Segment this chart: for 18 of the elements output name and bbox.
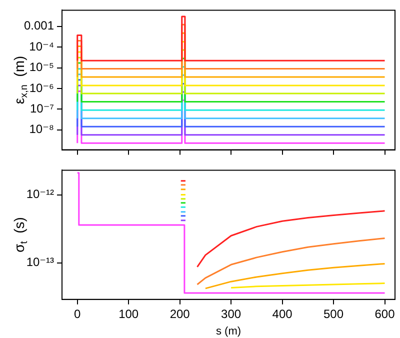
x-tick-label: 300 — [221, 306, 242, 321]
y-tick-label: 10⁻¹² — [26, 187, 54, 202]
x-tick-label: 200 — [170, 306, 190, 321]
x-tick-label: 600 — [374, 306, 396, 321]
x-tick-label: 100 — [118, 306, 139, 321]
y-tick-label: 10⁻¹³ — [26, 255, 54, 270]
y-tick-label: 10⁻⁶ — [29, 80, 54, 95]
y-axis-title: εx,n (m) — [10, 56, 30, 104]
y-tick-label: 0.001 — [24, 18, 54, 33]
x-tick-label: 0 — [74, 306, 82, 321]
x-axis-title: s (m) — [216, 325, 242, 338]
y-tick-label: 10⁻⁷ — [30, 102, 54, 116]
y-tick-label: 10⁻⁸ — [29, 122, 54, 136]
y-tick-label: 10⁻⁵ — [29, 60, 54, 74]
y-tick-label: 10⁻⁴ — [29, 39, 54, 54]
x-tick-label: 400 — [272, 306, 293, 321]
x-tick-label: 500 — [324, 306, 344, 321]
y-axis-title: σt (s) — [10, 217, 30, 253]
